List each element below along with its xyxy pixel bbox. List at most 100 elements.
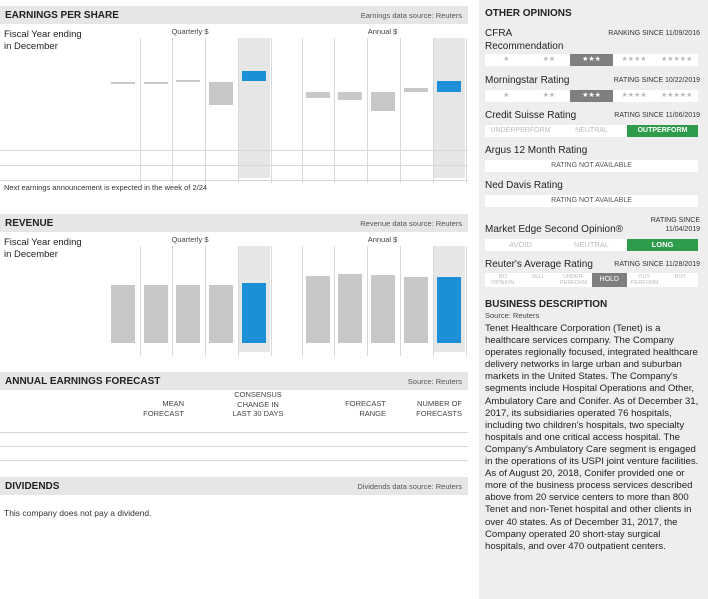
dividends-text: This company does not pay a dividend. xyxy=(4,508,152,518)
ned-davis-label: Ned Davis Rating xyxy=(485,180,563,191)
eps-annual-label: Annual $ xyxy=(367,27,398,36)
rating-option-line1: UNDER- xyxy=(563,273,585,280)
opinions-title: OTHER OPINIONS xyxy=(485,8,572,19)
eps-quarterly-label: Quarterly $ xyxy=(171,27,209,36)
revenue-q-bar xyxy=(242,283,266,343)
eps-a-bar xyxy=(338,92,362,100)
eps-a-gridline xyxy=(367,38,368,183)
market-edge-rating: AVOID NEUTRAL LONG xyxy=(485,239,698,251)
revenue-q-gridline xyxy=(238,246,239,356)
rating-option: ★★★ xyxy=(570,54,613,66)
rating-option-line2: OPINION xyxy=(491,280,515,286)
rating-option-line1: HOLD xyxy=(599,276,619,283)
revenue-a-gridline xyxy=(466,246,467,356)
eps-a-gridline xyxy=(466,38,467,183)
morningstar-label: Morningstar Rating xyxy=(485,75,570,86)
revenue-q-bar xyxy=(209,284,233,343)
revenue-a-bar xyxy=(437,276,461,343)
forecast-header: ANNUAL EARNINGS FORECAST Source: Reuters xyxy=(0,372,468,390)
revenue-q-gridline xyxy=(172,246,173,356)
eps-q-gridline xyxy=(271,38,272,183)
eps-next-note: Next earnings announcement is expected i… xyxy=(4,183,208,192)
rating-option: ★★★★★ xyxy=(660,56,693,63)
credit-suisse-since: RATING SINCE 11/06/2019 xyxy=(614,112,700,119)
eps-a-bar xyxy=(306,92,330,98)
revenue-q-gridline xyxy=(205,246,206,356)
forecast-row-divider xyxy=(0,446,468,447)
rating-option: SELL xyxy=(521,273,557,287)
eps-header: EARNINGS PER SHARE Earnings data source:… xyxy=(0,6,468,24)
rating-option-line1: SELL xyxy=(531,273,545,280)
eps-q-gridline xyxy=(205,38,206,183)
morningstar-rating-stars: ★ ★★ ★★★ ★★★★ ★★★★★ xyxy=(485,90,698,102)
forecast-row xyxy=(0,434,468,448)
rating-option: ★★ xyxy=(542,56,556,63)
credit-suisse-rating: UNDERPERFORM NEUTRAL OUTPERFORM xyxy=(485,125,698,137)
reuters-since: RATING SINCE 11/28/2019 xyxy=(614,261,700,268)
eps-q-gridline xyxy=(172,38,173,183)
rating-option: HOLD xyxy=(591,273,627,287)
forecast-col-range: FORECAST RANGE xyxy=(345,399,386,418)
rating-option: UNDER- PERFORM xyxy=(556,273,592,287)
eps-row-divider xyxy=(0,165,468,166)
forecast-row xyxy=(0,448,468,462)
revenue-chart-area xyxy=(0,246,468,356)
eps-q-bar xyxy=(111,81,135,84)
eps-chart-area xyxy=(0,38,468,183)
revenue-a-gridline xyxy=(367,246,368,356)
eps-q-bar xyxy=(176,79,200,82)
business-source: Source: Reuters xyxy=(485,311,540,320)
rating-option-line1: NO xyxy=(498,273,507,280)
revenue-a-gridline xyxy=(334,246,335,356)
argus-value: RATING NOT AVAILABLE xyxy=(485,160,698,172)
rating-option: OUT- PERFORM xyxy=(627,273,663,287)
forecast-row xyxy=(0,420,468,434)
argus-label: Argus 12 Month Rating xyxy=(485,145,588,156)
rating-option: ★★★★ xyxy=(621,92,647,99)
eps-a-gridline xyxy=(433,38,434,183)
revenue-q-gridline xyxy=(140,246,141,356)
forecast-row-divider xyxy=(0,432,468,433)
eps-fy-label: Fiscal Year ending in December xyxy=(4,29,82,52)
reuters-rating: NO OPINION SELL UNDER- PERFORM HOLD OUT- PERFOR… xyxy=(485,273,698,287)
revenue-a-bar xyxy=(306,276,330,343)
revenue-a-bar xyxy=(404,277,428,343)
eps-a-gridline xyxy=(400,38,401,183)
cfra-rating-stars: ★ ★★ ★★★ ★★★★ ★★★★★ xyxy=(485,54,698,66)
revenue-a-bar xyxy=(338,273,362,343)
rating-option-line1: OUT- xyxy=(638,273,652,280)
forecast-col-number: NUMBER OF FORECASTS xyxy=(416,399,462,418)
eps-q-bar xyxy=(144,81,168,85)
dividends-title: DIVIDENDS xyxy=(5,481,60,492)
eps-a-bar xyxy=(437,80,461,92)
eps-a-gridline xyxy=(302,38,303,183)
eps-2019e-highlight xyxy=(433,38,465,178)
credit-suisse-label: Credit Suisse Rating xyxy=(485,110,577,121)
cfra-since: RANKING SINCE 11/09/2016 xyxy=(608,30,700,37)
rating-option: ★ xyxy=(503,92,510,99)
revenue-source: Revenue data source: Reuters xyxy=(360,219,462,228)
ned-davis-value: RATING NOT AVAILABLE xyxy=(485,195,698,207)
revenue-q-bar xyxy=(111,284,135,343)
rating-option-line1: BUY xyxy=(674,273,686,280)
rating-option: NEUTRAL xyxy=(575,127,608,134)
cfra-label: CFRA Recommendation xyxy=(485,28,564,52)
revenue-fy-label: Fiscal Year ending in December xyxy=(4,237,82,260)
rating-option: ★★★★ xyxy=(621,56,647,63)
revenue-a-bar xyxy=(371,275,395,343)
rating-option: NEUTRAL xyxy=(573,240,609,249)
rating-option: ★ xyxy=(503,56,510,63)
eps-a-gridline xyxy=(334,38,335,183)
reuters-label: Reuter's Average Rating xyxy=(485,259,593,270)
eps-q-bar xyxy=(209,81,233,106)
forecast-col-consensus: CONSENSUS CHANGE IN LAST 30 DAYS xyxy=(232,390,284,418)
rating-option-line2: PERFORM xyxy=(631,280,659,286)
revenue-a-gridline xyxy=(302,246,303,356)
rating-option: BUY xyxy=(663,273,699,287)
rating-option: NO OPINION xyxy=(485,273,521,287)
eps-row-divider xyxy=(0,180,468,181)
rating-option: LONG xyxy=(627,239,698,251)
revenue-title: REVENUE xyxy=(5,218,54,229)
market-edge-since: RATING SINCE 11/04/2019 xyxy=(650,217,700,233)
revenue-quarterly-label: Quarterly $ xyxy=(171,235,209,244)
